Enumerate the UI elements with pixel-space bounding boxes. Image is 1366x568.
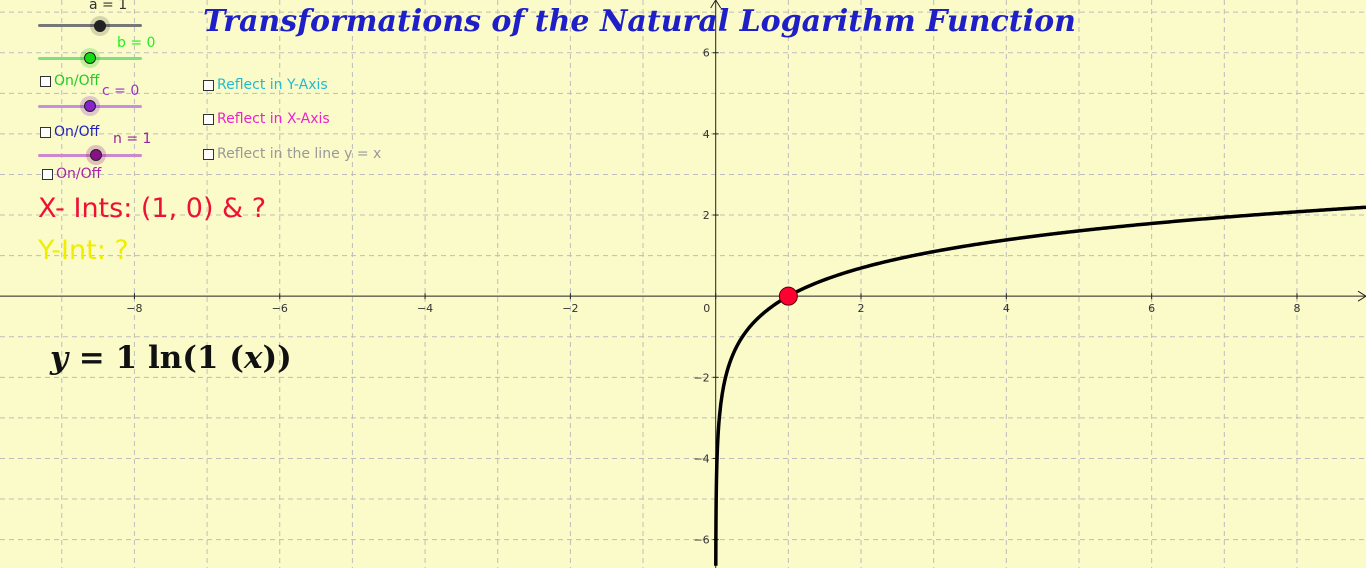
- y-tick-label: 6: [703, 47, 710, 60]
- x-tick-label: −8: [126, 302, 142, 315]
- toggle-b-box[interactable]: [40, 75, 51, 87]
- toggle-c-box[interactable]: [40, 126, 51, 138]
- x-tick-label: −2: [562, 302, 578, 315]
- slider-b-label: b = 0: [117, 35, 156, 51]
- function-equation: y = 1 ln(1 (x)): [50, 340, 292, 376]
- slider-c-knob[interactable]: [84, 100, 96, 112]
- x-tick-label: 0: [703, 302, 710, 315]
- toggle-n-label: On/Off: [56, 166, 102, 182]
- slider-n-label: n = 1: [113, 131, 152, 147]
- reflect-x-axis-checkbox[interactable]: Reflect in X-Axis: [203, 111, 330, 127]
- x-axis-arrow: [1357, 290, 1366, 302]
- slider-a-label: a = 1: [89, 0, 128, 13]
- slider-a-track[interactable]: [38, 24, 142, 27]
- slider-b-knob[interactable]: [84, 52, 96, 64]
- x-tick-label: 4: [1003, 302, 1010, 315]
- reflect-line-box[interactable]: [203, 148, 214, 160]
- y-tick-label: −2: [693, 371, 709, 384]
- toggle-n-checkbox[interactable]: On/Off: [42, 166, 101, 182]
- page-title: Transformations of the Natural Logarithm…: [203, 4, 1076, 39]
- tick-labels: −8 −6 −4 −2 0 2 4 6 8 6 4 2 −2 −4 −6: [126, 47, 1300, 547]
- equation-y: y: [50, 340, 69, 376]
- toggle-b-checkbox[interactable]: On/Off: [40, 73, 99, 89]
- y-intercept-text: Y-Int: ?: [38, 235, 129, 266]
- x-intercepts-text: X- Ints: (1, 0) & ?: [38, 193, 267, 224]
- x-tick-label: 6: [1148, 302, 1155, 315]
- x-intercept-point[interactable]: [778, 286, 798, 306]
- slider-c-label: c = 0: [102, 83, 140, 99]
- reflect-x-axis-label: Reflect in X-Axis: [217, 111, 330, 127]
- x-tick-label: 8: [1293, 302, 1300, 315]
- reflect-y-axis-label: Reflect in Y-Axis: [217, 77, 328, 93]
- y-tick-label: 4: [703, 128, 710, 141]
- x-tick-label: −6: [272, 302, 288, 315]
- x-tick-label: −4: [417, 302, 433, 315]
- x-tick-label: 2: [858, 302, 865, 315]
- reflect-line-label: Reflect in the line y = x: [217, 146, 382, 162]
- y-axis-arrow: [710, 0, 722, 9]
- ln-curve[interactable]: [714, 205, 1366, 566]
- reflect-line-y-eq-x-checkbox[interactable]: Reflect in the line y = x: [203, 146, 381, 162]
- toggle-b-label: On/Off: [54, 73, 100, 89]
- slider-n-knob[interactable]: [90, 149, 102, 161]
- reflect-x-axis-box[interactable]: [203, 113, 214, 125]
- toggle-c-label: On/Off: [54, 124, 100, 140]
- reflect-y-axis-checkbox[interactable]: Reflect in Y-Axis: [203, 77, 328, 93]
- y-tick-label: 2: [703, 209, 710, 222]
- reflect-y-axis-box[interactable]: [203, 79, 214, 91]
- y-tick-label: −4: [693, 452, 709, 465]
- toggle-c-checkbox[interactable]: On/Off: [40, 124, 99, 140]
- toggle-n-box[interactable]: [42, 168, 53, 180]
- y-tick-label: −6: [693, 534, 709, 547]
- equation-body: = 1 ln(1 (: [68, 340, 244, 376]
- equation-close: )): [262, 340, 292, 376]
- slider-a-knob[interactable]: [94, 20, 106, 32]
- equation-x: x: [243, 340, 263, 376]
